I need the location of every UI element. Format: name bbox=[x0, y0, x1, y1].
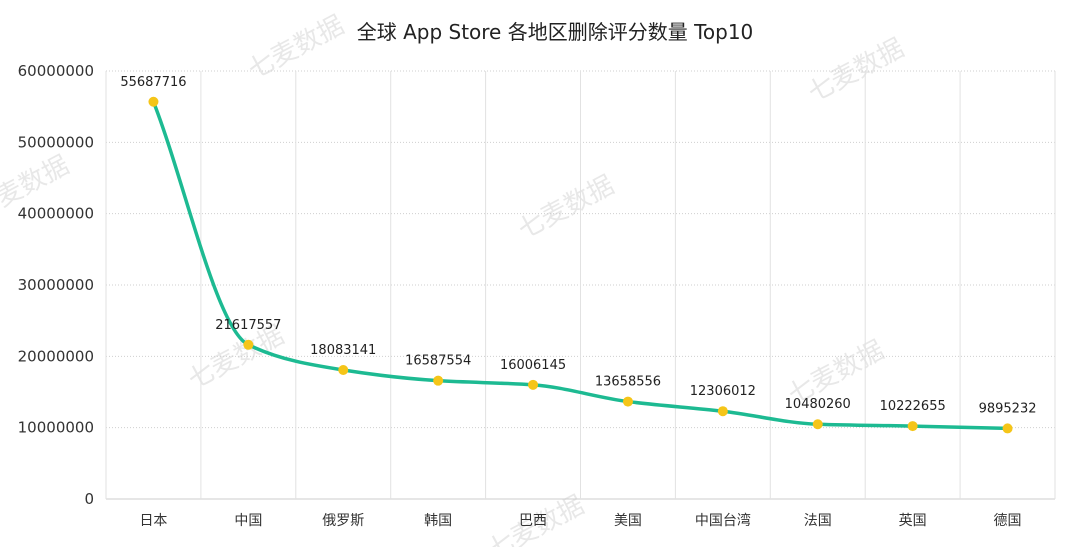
y-tick-label: 10000000 bbox=[18, 419, 94, 437]
data-point bbox=[528, 379, 539, 390]
data-point bbox=[812, 419, 823, 430]
data-label: 10480260 bbox=[785, 397, 851, 412]
data-point bbox=[338, 365, 349, 376]
data-label: 12306012 bbox=[690, 384, 756, 399]
watermark-text: 七麦数据 bbox=[513, 170, 619, 245]
x-tick-label: 巴西 bbox=[519, 513, 547, 529]
y-tick-label: 20000000 bbox=[18, 347, 94, 365]
data-points bbox=[148, 96, 1013, 434]
data-label: 9895232 bbox=[979, 401, 1037, 416]
y-tick-label: 60000000 bbox=[18, 62, 94, 80]
data-label: 16587554 bbox=[405, 354, 471, 369]
y-tick-label: 0 bbox=[84, 490, 94, 508]
data-label: 16006145 bbox=[500, 358, 566, 373]
data-point bbox=[622, 396, 633, 407]
data-point bbox=[1002, 423, 1013, 434]
y-axis: 0 10000000 20000000 30000000 40000000 5000000… bbox=[18, 62, 94, 508]
data-label: 21617557 bbox=[215, 318, 281, 333]
data-point bbox=[433, 375, 444, 386]
data-point bbox=[907, 421, 918, 432]
x-tick-label: 德国 bbox=[994, 513, 1022, 529]
data-label: 13658556 bbox=[595, 375, 661, 390]
x-tick-label: 中国台湾 bbox=[695, 512, 751, 529]
y-tick-label: 30000000 bbox=[18, 276, 94, 294]
grid bbox=[105, 70, 1056, 500]
x-axis: 日本 中国 俄罗斯 韩国 巴西 美国 中国台湾 法国 英国 德国 bbox=[139, 512, 1021, 529]
data-label: 18083141 bbox=[310, 343, 376, 358]
data-labels: 55687716 21617557 18083141 16587554 16006145… bbox=[120, 75, 1036, 417]
x-tick-label: 中国 bbox=[234, 513, 262, 529]
x-tick-label: 俄罗斯 bbox=[322, 513, 364, 529]
y-tick-label: 40000000 bbox=[18, 205, 94, 223]
data-label: 10222655 bbox=[880, 399, 946, 414]
x-tick-label: 法国 bbox=[804, 513, 832, 529]
data-point bbox=[243, 339, 254, 350]
y-tick-label: 50000000 bbox=[18, 133, 94, 151]
x-tick-label: 日本 bbox=[139, 513, 167, 529]
x-tick-label: 韩国 bbox=[424, 513, 452, 529]
chart-title: 全球 App Store 各地区删除评分数量 Top10 bbox=[357, 20, 754, 44]
x-tick-label: 美国 bbox=[614, 513, 642, 529]
data-point bbox=[148, 96, 159, 107]
data-label: 55687716 bbox=[120, 75, 186, 90]
data-point bbox=[717, 406, 728, 417]
x-tick-label: 英国 bbox=[899, 512, 927, 529]
